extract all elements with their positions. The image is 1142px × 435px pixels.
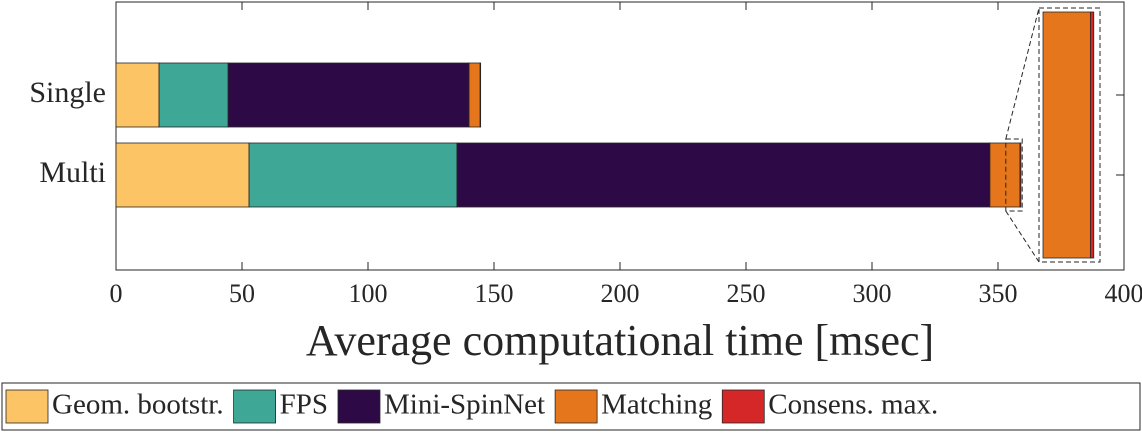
inset-bar-segment <box>1042 11 1091 259</box>
inset-box <box>1038 7 1101 263</box>
x-tick-label: 0 <box>110 279 123 308</box>
bar-segment <box>158 62 229 128</box>
legend-label: FPS <box>280 389 328 421</box>
x-tick-label: 350 <box>979 279 1018 308</box>
bar-segment <box>456 142 991 208</box>
bar-segment <box>989 142 1021 208</box>
legend-label: Mini-SpinNet <box>384 389 545 421</box>
bar-segment <box>115 62 160 128</box>
bar-segment <box>468 62 481 128</box>
x-tick-label: 100 <box>349 279 388 308</box>
zoom-connector <box>1005 210 1040 263</box>
legend-swatch <box>554 389 598 424</box>
inset-bar-segment <box>1089 11 1095 259</box>
bar-segment <box>479 62 482 128</box>
x-axis-label: Average computational time [msec] <box>306 316 934 365</box>
legend-swatch <box>721 389 765 424</box>
y-tick-label: Multi <box>39 156 106 189</box>
plot-frame <box>115 1 1125 271</box>
legend-label: Consens. max. <box>768 389 938 421</box>
zoom-connector <box>1005 7 1040 140</box>
x-tick-label: 150 <box>475 279 514 308</box>
x-tick-label: 250 <box>727 279 766 308</box>
bar-segment <box>1019 142 1022 208</box>
y-tick-label: Single <box>29 76 106 109</box>
legend-label: Matching <box>601 389 712 421</box>
legend-swatch <box>5 389 49 424</box>
bar-segment <box>227 62 470 128</box>
legend-swatch <box>233 389 276 424</box>
x-tick-label: 200 <box>601 279 640 308</box>
bar-segment <box>248 142 458 208</box>
x-tick-label: 300 <box>853 279 892 308</box>
x-tick-label: 400 <box>1105 279 1142 308</box>
zoom-box <box>1005 138 1023 212</box>
legend-label: Geom. bootstr. <box>52 389 224 421</box>
legend-swatch <box>337 389 381 424</box>
bar-segment <box>115 142 250 208</box>
x-tick-label: 50 <box>229 279 255 308</box>
